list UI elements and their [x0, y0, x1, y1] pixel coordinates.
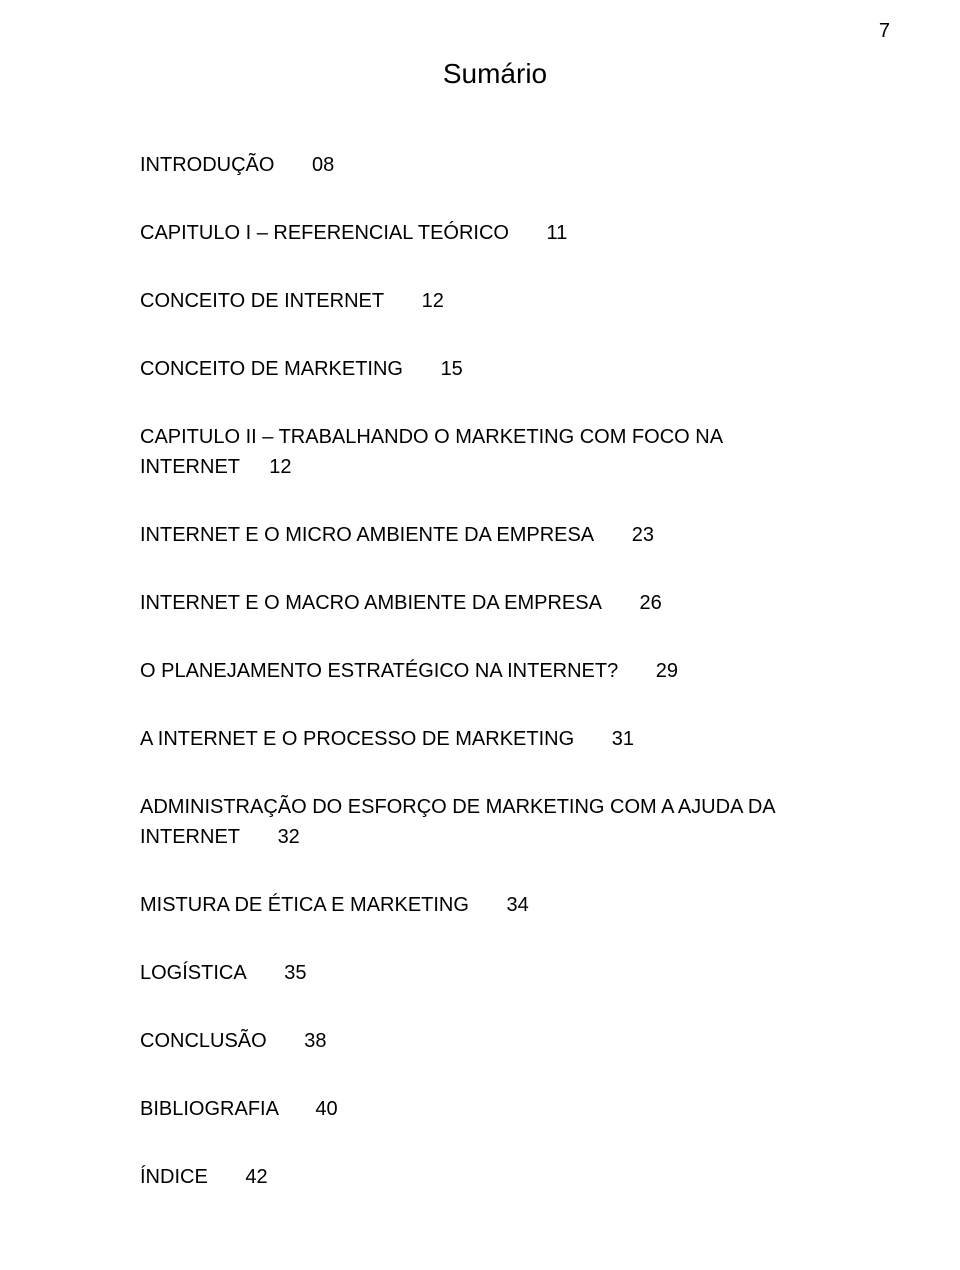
toc-page: 32	[278, 826, 300, 848]
toc-page: 26	[640, 592, 662, 614]
toc-label: INTERNET E O MICRO AMBIENTE DA EMPRESA	[140, 524, 594, 546]
page-title: Sumário	[140, 58, 850, 90]
toc-page: 23	[632, 524, 654, 546]
toc-entry: O PLANEJAMENTO ESTRATÉGICO NA INTERNET? …	[140, 656, 850, 686]
toc-label: A INTERNET E O PROCESSO DE MARKETING	[140, 728, 574, 750]
toc-page: 12	[422, 290, 444, 312]
toc-label: BIBLIOGRAFIA	[140, 1098, 278, 1120]
toc-page: 31	[612, 728, 634, 750]
toc-entry: ADMINISTRAÇÃO DO ESFORÇO DE MARKETING CO…	[140, 792, 850, 852]
toc-label-line2: INTERNET	[140, 456, 240, 478]
toc-entry: INTRODUÇÃO 08	[140, 150, 850, 180]
toc-page: 12	[269, 456, 291, 478]
toc-entry: ÍNDICE 42	[140, 1162, 850, 1192]
toc-entry: LOGÍSTICA 35	[140, 958, 850, 988]
toc-page: 42	[245, 1166, 267, 1188]
page: 7 Sumário INTRODUÇÃO 08 CAPITULO I – REF…	[0, 0, 960, 1270]
toc-label: O PLANEJAMENTO ESTRATÉGICO NA INTERNET?	[140, 660, 618, 682]
toc-label: CONCEITO DE MARKETING	[140, 358, 403, 380]
toc-label: INTRODUÇÃO	[140, 154, 274, 176]
toc-label: INTERNET E O MACRO AMBIENTE DA EMPRESA	[140, 592, 602, 614]
toc-label: CONCEITO DE INTERNET	[140, 290, 384, 312]
toc-entry: CONCLUSÃO 38	[140, 1026, 850, 1056]
toc-label: CONCLUSÃO	[140, 1030, 267, 1052]
toc-page: 38	[304, 1030, 326, 1052]
toc-entry: MISTURA DE ÉTICA E MARKETING 34	[140, 890, 850, 920]
toc-page: 34	[507, 894, 529, 916]
toc-entry: INTERNET E O MACRO AMBIENTE DA EMPRESA 2…	[140, 588, 850, 618]
toc-label: ÍNDICE	[140, 1166, 208, 1188]
toc-label: MISTURA DE ÉTICA E MARKETING	[140, 894, 469, 916]
toc-page: 15	[441, 358, 463, 380]
toc-label: ADMINISTRAÇÃO DO ESFORÇO DE MARKETING CO…	[140, 796, 775, 848]
toc-label-line1: CAPITULO II – TRABALHANDO O MARKETING CO…	[140, 426, 723, 448]
toc-entry: INTERNET E O MICRO AMBIENTE DA EMPRESA 2…	[140, 520, 850, 550]
toc-label: LOGÍSTICA	[140, 962, 247, 984]
toc-page: 29	[656, 660, 678, 682]
toc-entry: CAPITULO II – TRABALHANDO O MARKETING CO…	[140, 422, 850, 482]
toc-entry: A INTERNET E O PROCESSO DE MARKETING 31	[140, 724, 850, 754]
toc-page: 11	[547, 222, 568, 244]
page-number: 7	[879, 20, 890, 43]
toc-entry: CAPITULO I – REFERENCIAL TEÓRICO 11	[140, 218, 850, 248]
toc-page: 35	[284, 962, 306, 984]
toc-entry: CONCEITO DE MARKETING 15	[140, 354, 850, 384]
toc-page: 08	[312, 154, 334, 176]
toc-entry: CONCEITO DE INTERNET 12	[140, 286, 850, 316]
toc-entry: BIBLIOGRAFIA 40	[140, 1094, 850, 1124]
toc-page: 40	[315, 1098, 337, 1120]
toc-label: CAPITULO I – REFERENCIAL TEÓRICO	[140, 222, 509, 244]
